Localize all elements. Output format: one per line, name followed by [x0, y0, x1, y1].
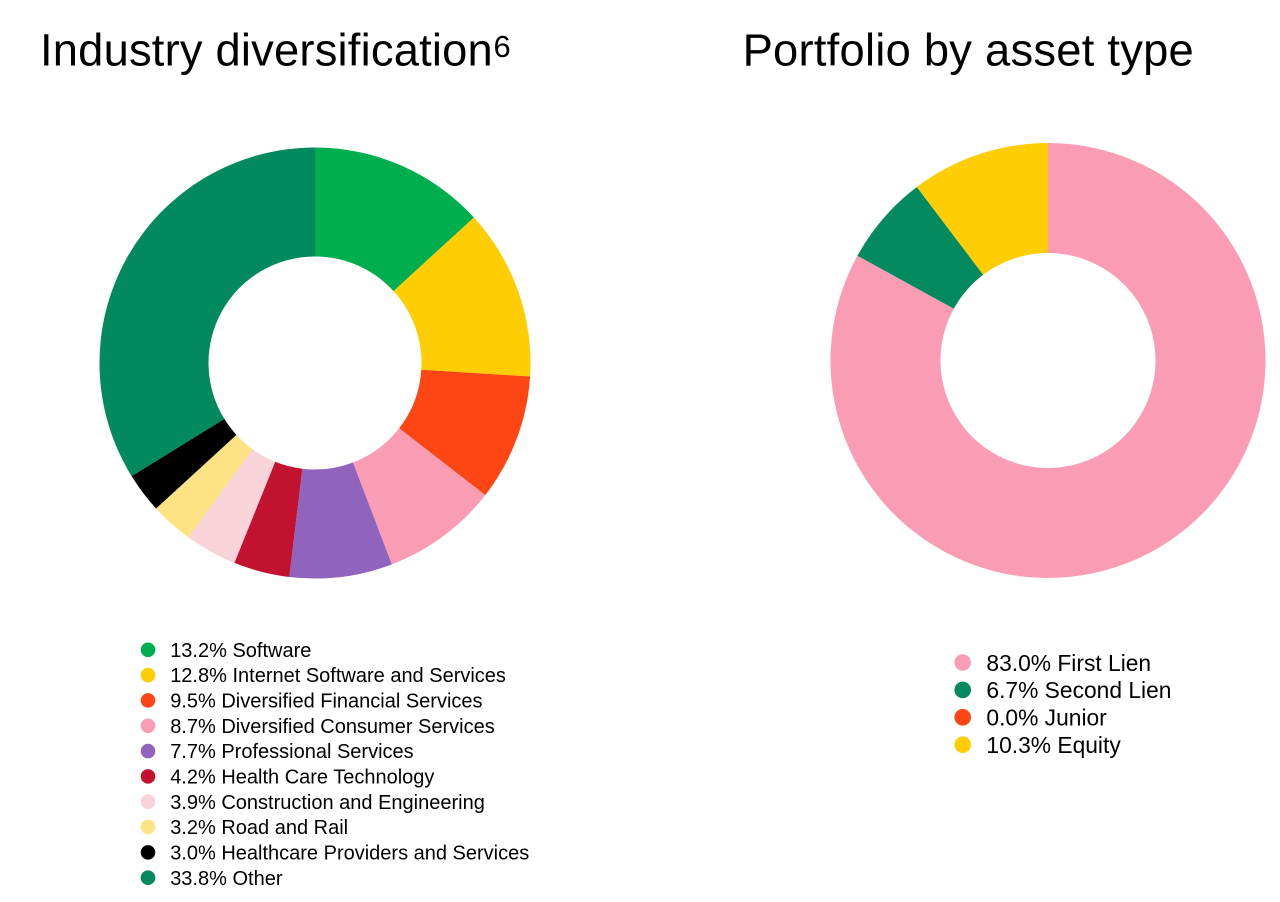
svg-text:4.2% Health Care Technology: 4.2% Health Care Technology — [170, 767, 434, 789]
svg-text:8.7% Diversified Consumer Serv: 8.7% Diversified Consumer Services — [170, 716, 495, 738]
svg-text:7.7% Professional Services: 7.7% Professional Services — [170, 741, 413, 763]
svg-text:13.2% Software: 13.2% Software — [170, 640, 311, 662]
svg-text:10.3% Equity: 10.3% Equity — [986, 732, 1121, 758]
svg-text:Industry diversification6: Industry diversification6 — [40, 25, 511, 76]
svg-text:83.0% First Lien: 83.0% First Lien — [986, 650, 1151, 676]
svg-text:0.0% Junior: 0.0% Junior — [986, 705, 1107, 731]
svg-text:33.8% Other: 33.8% Other — [170, 868, 283, 890]
svg-text:3.0% Healthcare Providers and: 3.0% Healthcare Providers and Services — [170, 843, 529, 865]
svg-text:3.2% Road and Rail: 3.2% Road and Rail — [170, 817, 348, 839]
svg-text:9.5% Diversified Financial Ser: 9.5% Diversified Financial Services — [170, 691, 482, 713]
svg-text:12.8% Internet Software and Se: 12.8% Internet Software and Services — [170, 665, 506, 687]
svg-text:3.9% Construction and Engineer: 3.9% Construction and Engineering — [170, 792, 485, 814]
svg-text:6.7% Second Lien: 6.7% Second Lien — [986, 677, 1171, 703]
svg-text:Portfolio by asset type: Portfolio by asset type — [743, 25, 1194, 76]
